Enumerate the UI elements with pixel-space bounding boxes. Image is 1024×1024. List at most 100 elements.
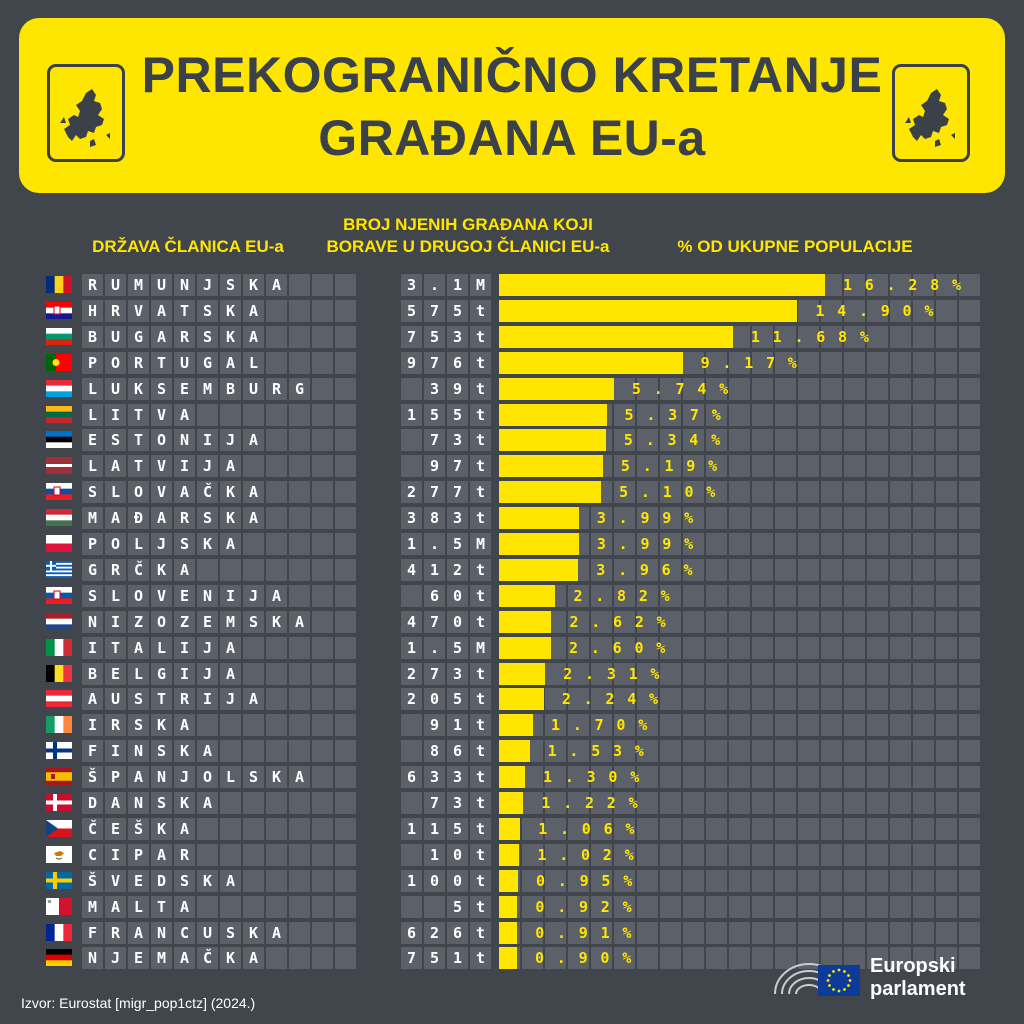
flag-slovakia-icon — [46, 483, 72, 501]
flag-luxembourg-icon — [46, 379, 72, 397]
table-row: L I T V A 1 5 5 t 5. 3 7% — [0, 403, 1024, 427]
percent-label: 1 1. 6 8% — [750, 327, 869, 346]
flag-sweden-icon — [46, 871, 72, 889]
eu-map-icon — [892, 64, 970, 162]
percent-label: 1. 7 0% — [551, 716, 648, 735]
percent-label: 3. 9 6% — [596, 560, 693, 579]
bar — [499, 921, 518, 944]
table-row: B U G A R S K A 7 5 3 t 1 1. 6 8% — [0, 325, 1024, 349]
flag-belgium-icon — [46, 664, 72, 682]
table-row: H R V A T S K A 5 7 5 t 1 4. 9 0% — [0, 299, 1024, 323]
bar — [499, 740, 530, 763]
table-row: G R Č K A 4 1 2 t 3. 9 6% — [0, 558, 1024, 582]
percent-label: 1. 3 0% — [543, 768, 640, 787]
flag-cyprus-icon — [46, 845, 72, 863]
flag-croatia-icon — [46, 301, 72, 319]
bar — [499, 766, 526, 789]
table-row: M A L T A 5 t 0. 9 2% — [0, 895, 1024, 919]
table-row: I R S K A 9 1 t 1. 7 0% — [0, 714, 1024, 737]
flag-latvia-icon — [46, 457, 72, 475]
flag-czechia-icon — [46, 819, 72, 837]
percent-label: 3. 9 9% — [596, 509, 694, 528]
flag-greece-icon — [46, 560, 72, 578]
bar — [499, 377, 614, 400]
bar — [499, 274, 825, 296]
percent-label: 1 6. 2 8% — [842, 276, 961, 294]
bar — [499, 533, 579, 555]
flag-denmark-icon — [46, 794, 72, 811]
bar — [499, 584, 556, 607]
table-row: L A T V I J A 9 7 t 5. 1 9% — [0, 455, 1024, 478]
table-row: B E L G I J A 2 7 3 t 2. 3 1% — [0, 662, 1024, 686]
table-row: S L O V A Č K A 2 7 7 t 5. 1 0% — [0, 481, 1024, 504]
flag-france-icon — [46, 923, 72, 941]
table-row: E S T O N I J A 7 3 t 5. 3 4% — [0, 429, 1024, 452]
bar — [499, 481, 602, 504]
bar — [499, 455, 603, 478]
percent-label: 5. 1 0% — [619, 483, 716, 502]
table-row: I T A L I J A 1. 5 M 2. 6 0% — [0, 636, 1024, 660]
bar — [499, 662, 546, 685]
percent-label: 5. 1 9% — [620, 457, 718, 476]
percent-label: 1. 2 2% — [541, 794, 638, 812]
bar — [499, 403, 607, 426]
flag-spain-icon — [46, 768, 72, 786]
table-row: Š P A N J O L S K A 6 3 3 t 1. 3 0% — [0, 766, 1024, 789]
eu-flag-icon — [818, 965, 860, 996]
flag-poland-icon — [46, 535, 72, 552]
title-line-2: GRAĐANA EU-a — [318, 110, 706, 166]
bar — [499, 869, 519, 892]
bar — [499, 507, 579, 530]
bar — [499, 429, 606, 452]
percent-label: 2. 6 0% — [569, 638, 666, 657]
percent-label: 0. 9 5% — [536, 871, 633, 890]
table-row: Č E Š K A 1 1 5 t 1. 0 6% — [0, 817, 1024, 841]
bar — [499, 843, 520, 866]
flag-germany-icon — [46, 949, 72, 967]
flag-portugal-icon — [46, 353, 72, 371]
table-row: M A Đ A R S K A 3 8 3 t 3. 9 9% — [0, 507, 1024, 530]
percent-label: 0. 9 1% — [535, 923, 632, 942]
flag-netherlands-icon — [46, 612, 72, 630]
table-row: P O L J S K A 1. 5 M 3. 9 9% — [0, 533, 1024, 556]
parliament-logo-text: Europski parlament — [870, 955, 966, 1001]
bar — [499, 636, 552, 659]
percent-label: 5. 7 4% — [631, 379, 729, 398]
flag-estonia-icon — [46, 431, 72, 449]
table-row: R U M U N J S K A 3. 1 M 1 6. 2 8% — [0, 274, 1024, 297]
table-row: Š V E D S K A 1 0 0 t 0. 9 5% — [0, 869, 1024, 893]
title-banner: PREKOGRANIČNO KRETANJE GRAĐANA EU-a — [19, 18, 1005, 193]
country-column-header: DRŽAVA ČLANICA EU-a — [92, 237, 284, 256]
bar — [499, 792, 524, 814]
percent-label: 2. 2 4% — [561, 690, 659, 709]
